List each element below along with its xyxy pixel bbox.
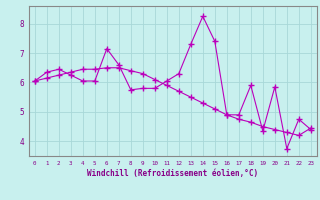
X-axis label: Windchill (Refroidissement éolien,°C): Windchill (Refroidissement éolien,°C) xyxy=(87,169,258,178)
